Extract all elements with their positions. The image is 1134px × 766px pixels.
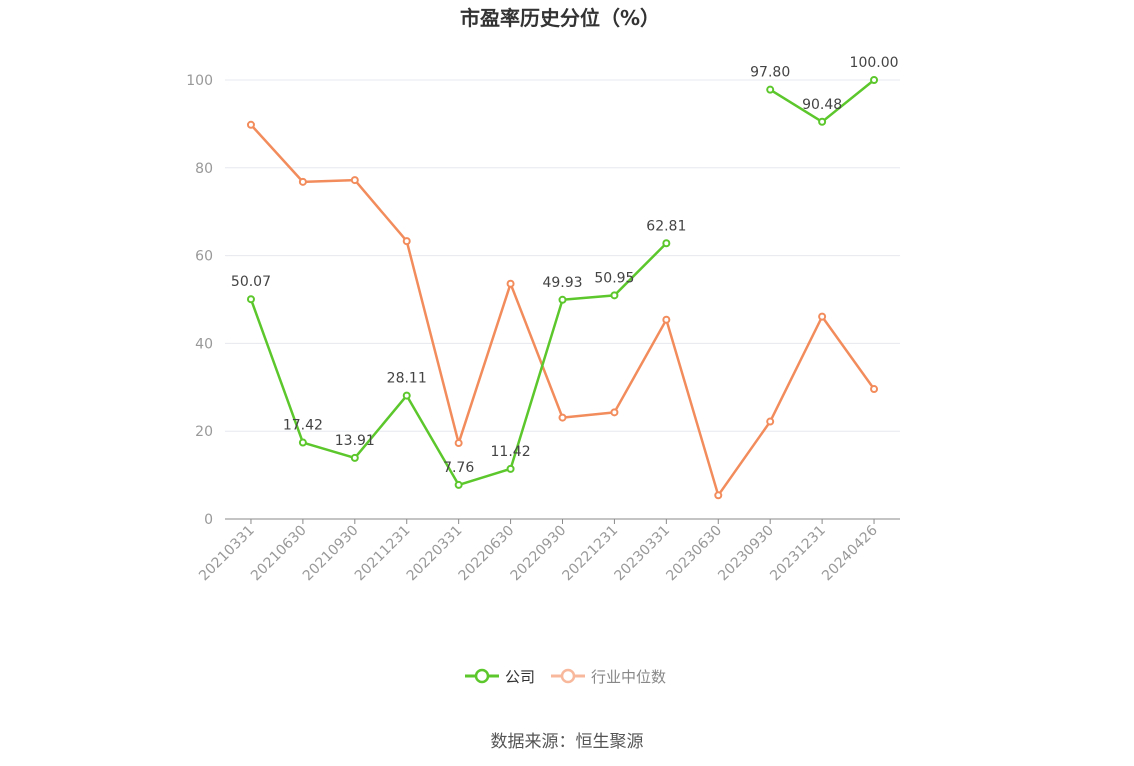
legend-marker-icon — [560, 668, 576, 684]
data-point — [402, 237, 411, 246]
y-tick-label: 100 — [186, 73, 213, 89]
y-tick-label: 20 — [195, 424, 213, 440]
chart-title: 市盈率历史分位（%） — [460, 6, 660, 30]
data-point — [402, 391, 411, 400]
data-point — [662, 315, 671, 324]
x-tick-label: 20210630 — [248, 523, 310, 585]
x-tick-label: 20230930 — [715, 523, 777, 585]
data-point — [454, 439, 463, 448]
data-label: 62.81 — [646, 218, 686, 234]
data-label: 13.91 — [335, 433, 375, 449]
y-tick-label: 0 — [204, 512, 213, 528]
y-tick-label: 40 — [195, 336, 213, 352]
x-tick-label: 20220630 — [456, 523, 518, 585]
data-point — [870, 385, 879, 394]
data-point — [558, 413, 567, 422]
legend[interactable]: 公司 行业中位数 — [465, 668, 666, 686]
data-point — [766, 85, 775, 94]
data-point — [610, 408, 619, 417]
data-point — [818, 312, 827, 321]
data-point — [246, 295, 255, 304]
x-tick-label: 20220331 — [404, 523, 466, 585]
data-point — [350, 176, 359, 185]
data-label: 100.00 — [850, 55, 899, 71]
x-tick-label: 20210930 — [300, 523, 362, 585]
data-point — [870, 76, 879, 84]
series-company — [246, 76, 879, 489]
data-label: 97.80 — [750, 65, 790, 81]
data-point — [506, 464, 515, 473]
data-label: 11.42 — [491, 444, 531, 460]
x-axis: 2021033120210630202109302021123120220331… — [196, 518, 900, 585]
x-tick-label: 20231231 — [767, 523, 829, 585]
legend-label: 行业中位数 — [591, 668, 666, 686]
data-label: 17.42 — [283, 418, 323, 434]
data-point — [454, 480, 463, 489]
x-tick-label: 20210331 — [196, 523, 258, 585]
y-axis: 0 20 40 60 80 100 — [186, 73, 213, 528]
data-point — [350, 453, 359, 462]
legend-item-company[interactable]: 公司 — [465, 668, 535, 686]
x-tick-label: 20221231 — [560, 523, 622, 585]
data-point — [506, 279, 515, 288]
data-point — [714, 491, 723, 500]
data-label: 90.48 — [802, 97, 842, 113]
data-point — [610, 291, 619, 300]
data-point — [766, 417, 775, 426]
series-industry-median — [246, 120, 879, 500]
legend-label: 公司 — [505, 668, 535, 686]
legend-marker-icon — [474, 668, 490, 684]
source-note: 数据来源：恒生聚源 — [491, 732, 644, 752]
data-point — [818, 117, 827, 126]
data-label: 28.11 — [387, 371, 427, 387]
data-label: 50.95 — [594, 270, 634, 286]
data-labels: 50.07 17.42 13.91 28.11 7.76 11.42 49.93 50.95 6… — [231, 55, 899, 476]
data-point — [558, 295, 567, 304]
x-tick-label: 20220930 — [508, 523, 570, 585]
data-label: 7.76 — [443, 460, 474, 476]
x-tick-label: 20230630 — [663, 523, 725, 585]
y-tick-label: 60 — [195, 249, 213, 265]
y-tick-label: 80 — [195, 161, 213, 177]
data-label: 49.93 — [542, 275, 582, 291]
x-tick-label: 20230331 — [611, 523, 673, 585]
data-label: 50.07 — [231, 274, 271, 290]
x-tick-label: 20240426 — [819, 522, 881, 584]
data-point — [246, 120, 255, 129]
data-point — [662, 239, 671, 248]
legend-item-industry-median[interactable]: 行业中位数 — [551, 668, 666, 686]
grid-lines — [225, 79, 900, 432]
series-layer — [246, 76, 879, 500]
data-point — [298, 438, 307, 447]
x-tick-label: 20211231 — [352, 523, 414, 585]
data-point — [298, 177, 307, 186]
